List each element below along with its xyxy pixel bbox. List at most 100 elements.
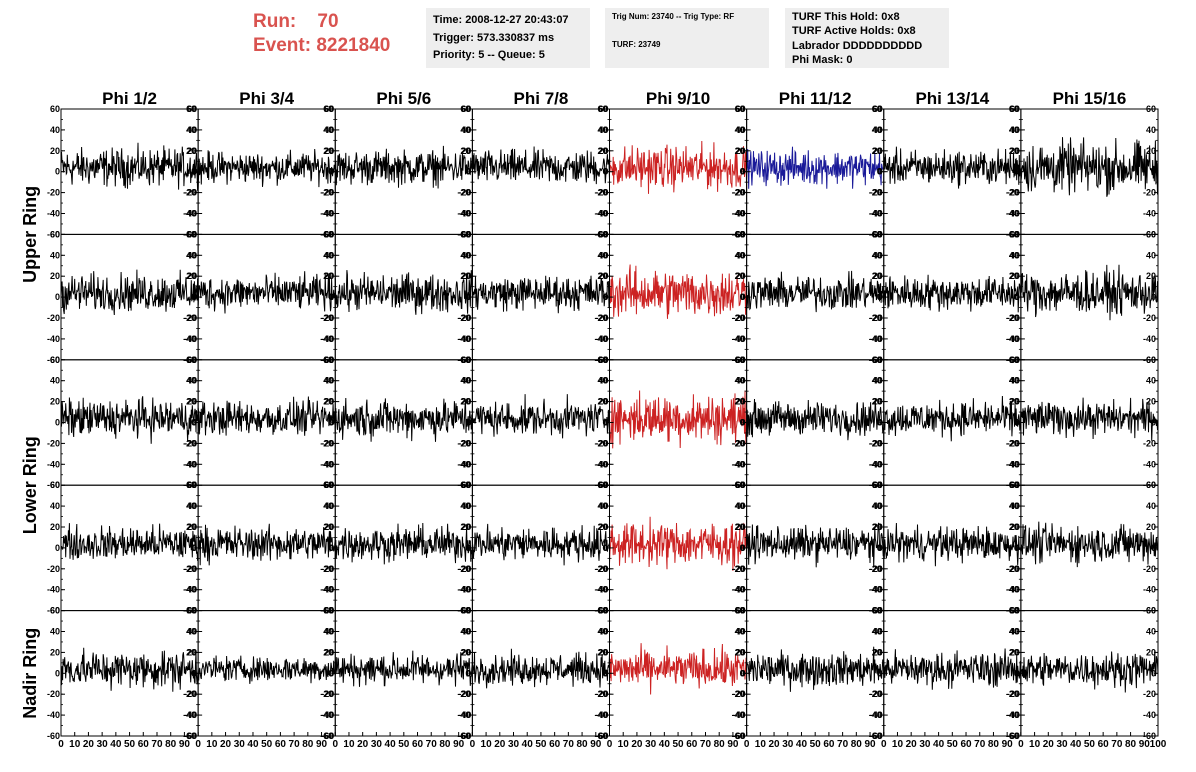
y-tick-label: 20 (1146, 397, 1156, 407)
y-tick-label: 20 (872, 397, 882, 407)
y-tick-label: -20 (595, 438, 608, 448)
y-tick-label: 60 (460, 606, 470, 616)
y-tick-label: 20 (597, 522, 607, 532)
y-tick-label: -20 (733, 564, 746, 574)
y-tick-label: -40 (320, 209, 333, 219)
y-tick-label: 0 (465, 668, 470, 678)
y-tick-label: -20 (869, 689, 882, 699)
waveform-trace (1020, 137, 1159, 197)
y-tick-label: 20 (186, 522, 196, 532)
y-tick-label: 40 (324, 627, 334, 637)
y-tick-label: 0 (55, 167, 60, 177)
y-tick-label: -60 (321, 731, 334, 741)
y-tick-label: -20 (184, 689, 197, 699)
y-tick-label: 60 (461, 480, 471, 490)
y-tick-label: 40 (1146, 376, 1156, 386)
y-tick-label: 40 (186, 627, 196, 637)
waveform-trace (334, 397, 473, 442)
info-box-turf: TURF This Hold: 0x8 TURF Active Holds: 0… (785, 8, 949, 68)
y-tick-label: 20 (460, 397, 470, 407)
y-tick-label: 20 (598, 647, 608, 657)
x-tick-label: 50 (1084, 739, 1096, 750)
y-tick-label: -20 (870, 188, 883, 198)
y-tick-label: 40 (186, 125, 196, 135)
y-tick-label: -40 (733, 209, 746, 219)
y-tick-label: 0 (1015, 668, 1020, 678)
y-tick-label: 20 (460, 271, 470, 281)
y-tick-label: 0 (877, 418, 882, 428)
y-tick-label: 0 (740, 668, 745, 678)
y-tick-label: 0 (328, 418, 333, 428)
y-tick-label: 40 (460, 125, 470, 135)
waveform-trace (197, 523, 336, 566)
y-tick-label: 0 (191, 418, 196, 428)
y-tick-label: 60 (50, 480, 60, 490)
y-tick-label: -60 (47, 229, 60, 239)
x-tick-label: 70 (974, 739, 986, 750)
y-tick-label: 60 (461, 229, 471, 239)
y-tick-label: 60 (1146, 229, 1156, 239)
y-tick-label: 20 (50, 647, 60, 657)
waveform-trace (197, 655, 336, 684)
y-tick-label: 0 (466, 668, 471, 678)
y-tick-label: -40 (458, 209, 471, 219)
y-tick-label: -40 (732, 209, 745, 219)
y-tick-label: 60 (323, 355, 333, 365)
y-tick-label: -20 (457, 689, 470, 699)
y-tick-label: -20 (1007, 188, 1020, 198)
y-tick-label: 60 (873, 104, 883, 114)
waveform-trace (1020, 650, 1159, 693)
y-tick-label: -20 (733, 188, 746, 198)
waveform-trace (746, 522, 885, 568)
y-tick-label: 20 (324, 647, 334, 657)
y-tick-label: -20 (321, 313, 334, 323)
y-tick-label: -40 (870, 334, 883, 344)
y-tick-label: 40 (323, 250, 333, 260)
y-tick-label: 20 (461, 146, 471, 156)
y-tick-label: 20 (735, 397, 745, 407)
y-tick-label: 0 (1151, 543, 1156, 553)
x-tick-label: 0 (881, 739, 887, 750)
y-tick-label: 60 (50, 104, 60, 114)
y-tick-label: 20 (1009, 397, 1019, 407)
priority-text: Priority: 5 -- Queue: 5 (433, 49, 545, 61)
y-tick-label: 60 (324, 229, 334, 239)
y-tick-label: -40 (732, 585, 745, 595)
y-tick-label: -20 (594, 689, 607, 699)
y-tick-label: -40 (47, 334, 60, 344)
y-tick-label: 0 (466, 167, 471, 177)
y-tick-label: 20 (597, 647, 607, 657)
y-tick-label: -40 (458, 334, 471, 344)
y-tick-label: 60 (323, 606, 333, 616)
run-row: Run: 70 (253, 10, 390, 34)
y-tick-label: -40 (594, 459, 607, 469)
y-tick-label: 40 (1146, 501, 1156, 511)
y-tick-label: -40 (595, 209, 608, 219)
y-tick-label: 0 (741, 543, 746, 553)
y-tick-label: 60 (736, 480, 746, 490)
turf-hold-text: TURF This Hold: 0x8 (792, 11, 900, 23)
x-tick-label: 60 (412, 739, 424, 750)
x-tick-label: 80 (851, 739, 863, 750)
y-tick-label: 60 (461, 355, 471, 365)
y-tick-label: 0 (602, 668, 607, 678)
y-tick-label: -40 (733, 710, 746, 720)
y-tick-label: 60 (872, 480, 882, 490)
y-tick-label: -20 (870, 689, 883, 699)
y-tick-label: -60 (458, 731, 471, 741)
x-tick-label: 10 (618, 739, 630, 750)
x-tick-label: 50 (947, 739, 959, 750)
y-tick-label: 40 (872, 627, 882, 637)
y-tick-label: -20 (1143, 188, 1156, 198)
y-tick-label: -40 (595, 710, 608, 720)
y-tick-label: 0 (740, 292, 745, 302)
y-tick-label: 40 (873, 250, 883, 260)
y-tick-label: -40 (457, 209, 470, 219)
x-tick-label: 30 (508, 739, 520, 750)
y-tick-label: 0 (878, 668, 883, 678)
x-tick-label: 30 (97, 739, 109, 750)
